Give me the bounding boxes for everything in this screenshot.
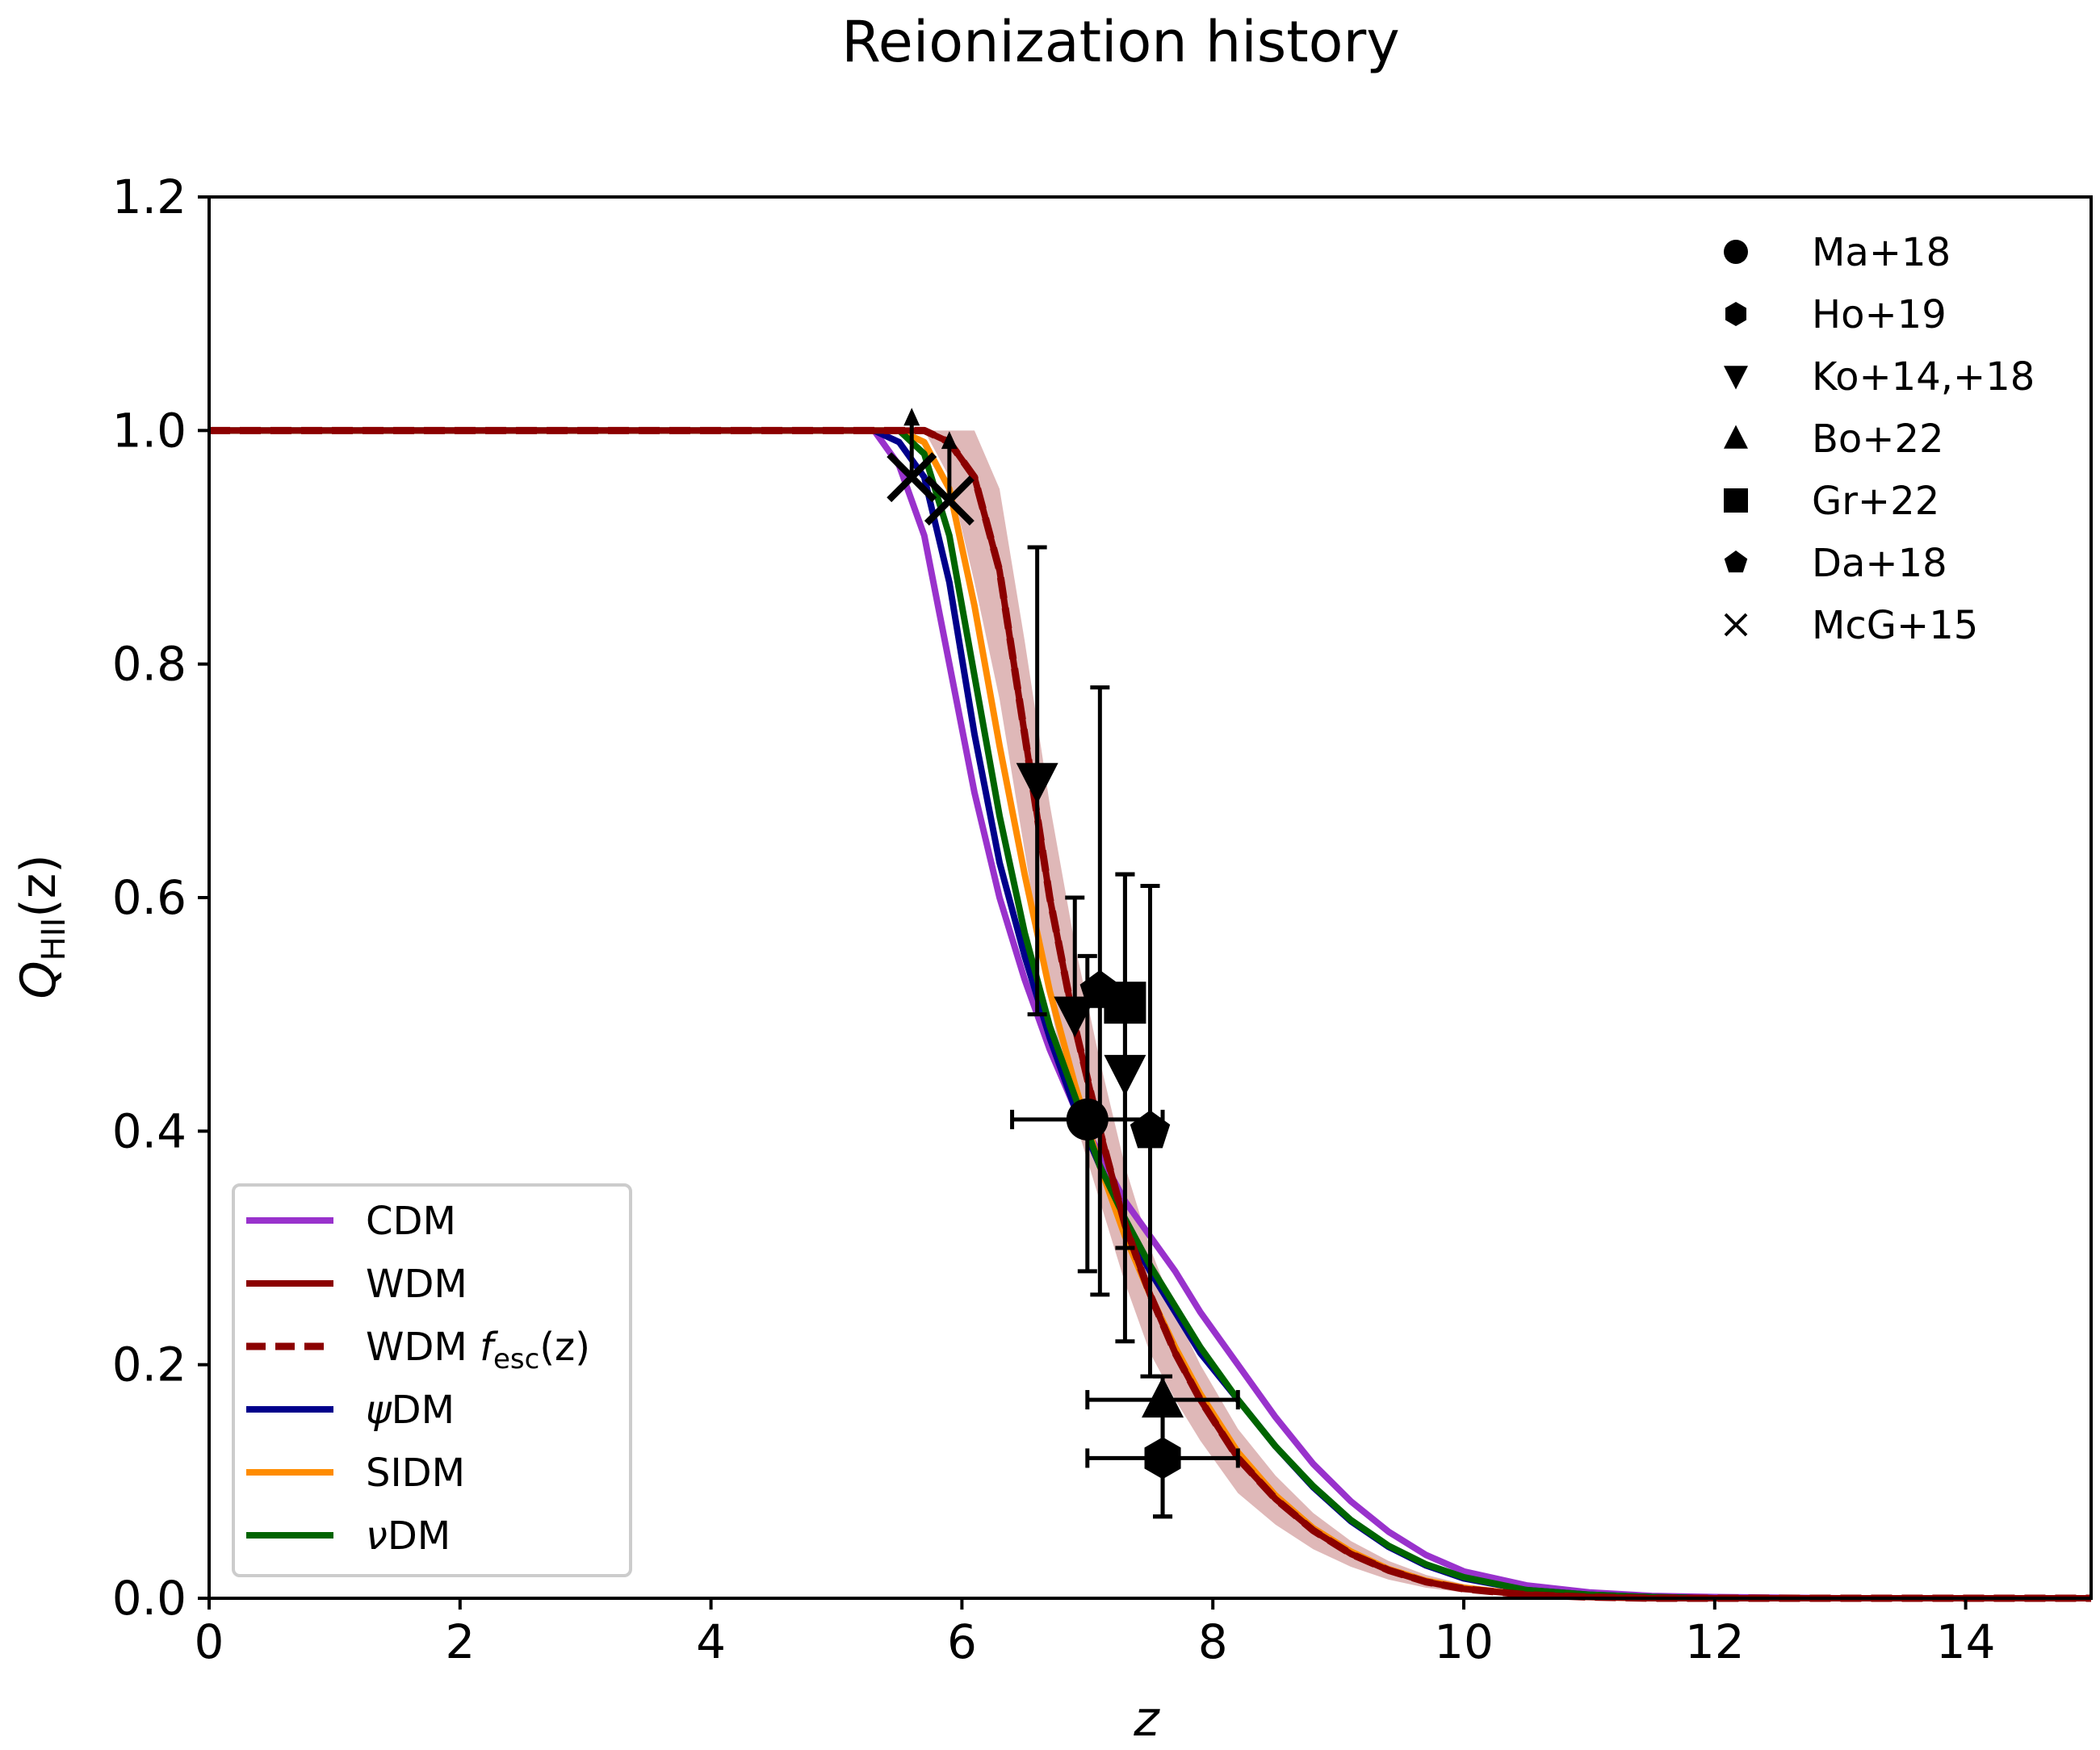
- marker-triangle_down: [1054, 996, 1096, 1038]
- data-point-triangle_down: [1054, 895, 1096, 1038]
- marker-circle: [1066, 1098, 1109, 1141]
- legend-marker-triangle_up: [1724, 425, 1748, 449]
- legend-marker-pentagon: [1724, 551, 1748, 573]
- legend-label: WDM: [366, 1262, 467, 1307]
- y-tick-label: 0.0: [112, 1571, 187, 1626]
- legend-label-main: WDM: [366, 1262, 467, 1307]
- legend-label: CDM: [366, 1199, 456, 1244]
- x-tick-label: 12: [1685, 1614, 1745, 1669]
- x-tick-label: 14: [1936, 1614, 1996, 1669]
- x-tick-label: 0: [195, 1614, 224, 1669]
- x-axis-title: z: [1133, 1691, 1160, 1748]
- data-point-pentagon: [1130, 884, 1171, 1379]
- data-point-x: [924, 431, 975, 526]
- x-tick-label: 8: [1198, 1614, 1228, 1669]
- legend-label-main: SIDM: [366, 1451, 465, 1496]
- legend-marker-hexagon: [1725, 302, 1746, 326]
- legend-marker-label: Ko+14,+18: [1812, 354, 2035, 400]
- y-axis-title-main: Q: [10, 961, 67, 999]
- legend-label: νDM: [366, 1513, 451, 1559]
- y-axis-title-sub: HII: [36, 918, 73, 961]
- y-tick-label: 0.4: [112, 1103, 187, 1158]
- y-tick-label: 1.2: [112, 170, 187, 224]
- marker-x: [924, 475, 975, 526]
- y-tick-label: 0.8: [112, 637, 187, 692]
- legend-marker-label: Da+18: [1812, 541, 1947, 586]
- legend-marker-triangle_down: [1724, 366, 1748, 390]
- legend-marker-circle: [1724, 240, 1748, 264]
- axes: 0 2 4 6 8 10 12 14 0.0 0.2 0.4 0.6 0.8 1.0 1.2: [112, 170, 2093, 1669]
- legend-label-arg: (z): [539, 1325, 590, 1370]
- marker-pentagon: [1079, 969, 1121, 1008]
- legend-label: SIDM: [366, 1451, 465, 1496]
- legend-marker-square: [1724, 488, 1748, 513]
- legend-label-greek: ν: [366, 1513, 388, 1559]
- y-axis-title: QHII(z): [10, 854, 73, 999]
- x-tick-label: 10: [1434, 1614, 1494, 1669]
- y-tick-label: 1.0: [112, 403, 187, 458]
- y-tick-label: 0.6: [112, 870, 187, 925]
- legend-label-main: WDM: [366, 1325, 480, 1370]
- legend-label-main: DM: [392, 1388, 455, 1433]
- lower-limit-arrowhead: [941, 431, 958, 450]
- legend-label-main: CDM: [366, 1199, 456, 1244]
- legend-label: ψDM: [366, 1388, 455, 1433]
- marker-x: [887, 452, 937, 503]
- x-tick-label: 4: [696, 1614, 726, 1669]
- legend-label-sub: esc: [493, 1343, 539, 1375]
- x-tick-label: 2: [445, 1614, 475, 1669]
- legend-label-greek: ψ: [366, 1388, 392, 1433]
- lower-limit-arrowhead: [903, 408, 920, 426]
- chart-title: Reionization history: [841, 9, 1399, 75]
- legend-marker-label: McG+15: [1812, 603, 1978, 648]
- legend-marker-label: Bo+22: [1812, 417, 1944, 462]
- legend-marker-x: [1724, 613, 1748, 637]
- y-tick-label: 0.2: [112, 1338, 187, 1392]
- x-tick-label: 6: [947, 1614, 977, 1669]
- legend-marker-label: Ho+19: [1812, 292, 1947, 337]
- data-point-triangle_up: [1085, 1374, 1240, 1519]
- data-point-x: [887, 408, 937, 503]
- marker-pentagon: [1130, 1110, 1171, 1149]
- data-point-pentagon: [1079, 685, 1121, 1297]
- legend-marker-label: Ma+18: [1812, 230, 1951, 275]
- marker-triangle_down: [1016, 763, 1058, 804]
- legend-marker-label: Gr+22: [1812, 479, 1939, 524]
- legend-label: WDM fesc(z): [366, 1325, 590, 1375]
- marker-triangle_up: [1142, 1376, 1184, 1418]
- marker-legend: Ma+18 Ho+19 Ko+14,+18 Bo+22 Gr+22 Da+18 McG+15: [1724, 230, 2035, 648]
- legend-label-main: DM: [388, 1513, 451, 1559]
- data-point-triangle_down: [1016, 545, 1058, 1017]
- y-axis-title-arg: (z): [10, 854, 67, 917]
